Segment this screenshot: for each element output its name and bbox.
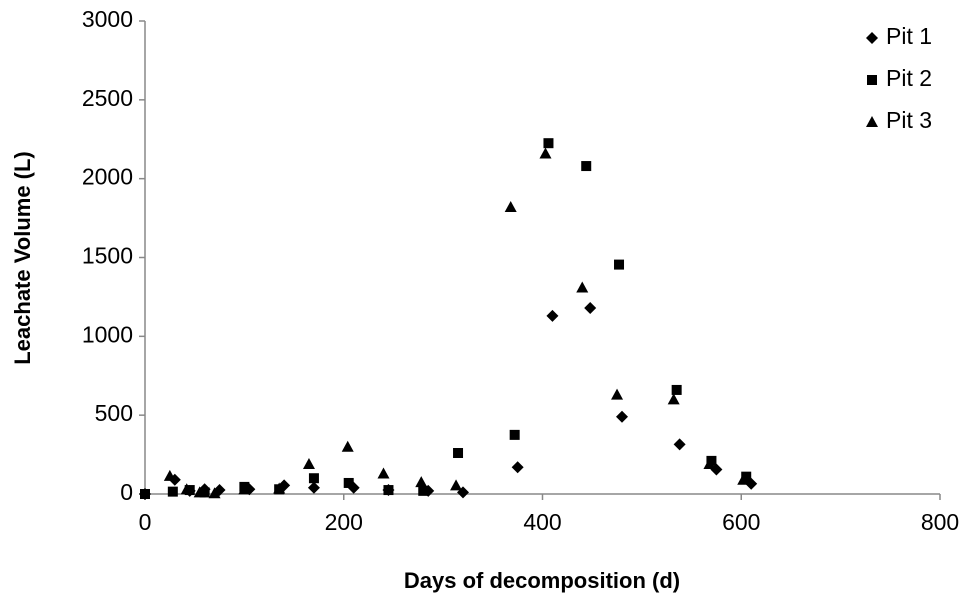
legend-label: Pit 1: [886, 23, 932, 49]
point: [307, 481, 320, 494]
x-tick-label: 0: [139, 509, 152, 535]
point: [450, 479, 463, 491]
point: [614, 259, 625, 270]
point: [509, 429, 520, 440]
point: [163, 469, 176, 481]
point: [140, 489, 150, 499]
point: [703, 458, 716, 470]
point: [543, 138, 554, 149]
point: [208, 487, 221, 499]
point: [741, 471, 752, 482]
point: [737, 473, 750, 485]
point: [453, 448, 464, 459]
point: [546, 309, 559, 322]
y-tick-label: 500: [95, 400, 133, 426]
y-tick-label: 0: [120, 479, 133, 505]
point: [415, 476, 428, 488]
point: [343, 477, 354, 488]
point: [199, 487, 210, 498]
x-tick-label: 800: [921, 509, 959, 535]
point: [667, 393, 680, 405]
point: [511, 461, 524, 474]
point: [581, 161, 592, 172]
point: [504, 201, 517, 213]
point: [616, 410, 628, 423]
point: [673, 438, 686, 451]
point: [671, 384, 682, 395]
point: [341, 440, 354, 452]
point: [302, 458, 315, 470]
legend-label: Pit 3: [886, 107, 932, 133]
legend-label: Pit 2: [886, 65, 932, 91]
point: [377, 467, 390, 479]
y-tick-label: 1500: [82, 243, 133, 269]
x-tick-label: 600: [722, 509, 760, 535]
y-tick-label: 3000: [82, 6, 133, 32]
x-axis-title: Days of decomposition (d): [404, 568, 680, 593]
legend-marker: [866, 32, 878, 44]
point: [383, 485, 394, 496]
y-axis-title: Leachate Volume (L): [10, 151, 35, 365]
y-tick-label: 1000: [82, 321, 133, 347]
point: [418, 485, 429, 496]
point: [167, 486, 178, 497]
x-tick-label: 200: [325, 509, 363, 535]
point: [238, 483, 251, 495]
x-tick-label: 400: [523, 509, 561, 535]
y-tick-label: 2000: [82, 164, 133, 190]
point: [706, 455, 717, 466]
point: [584, 301, 597, 314]
point: [539, 147, 552, 159]
legend-marker: [866, 116, 878, 127]
point: [611, 388, 624, 400]
point: [180, 483, 193, 495]
legend-marker: [867, 75, 877, 85]
point: [193, 486, 206, 498]
y-tick-label: 2500: [82, 85, 133, 111]
point: [308, 473, 319, 484]
point: [576, 281, 589, 293]
point: [273, 482, 286, 494]
